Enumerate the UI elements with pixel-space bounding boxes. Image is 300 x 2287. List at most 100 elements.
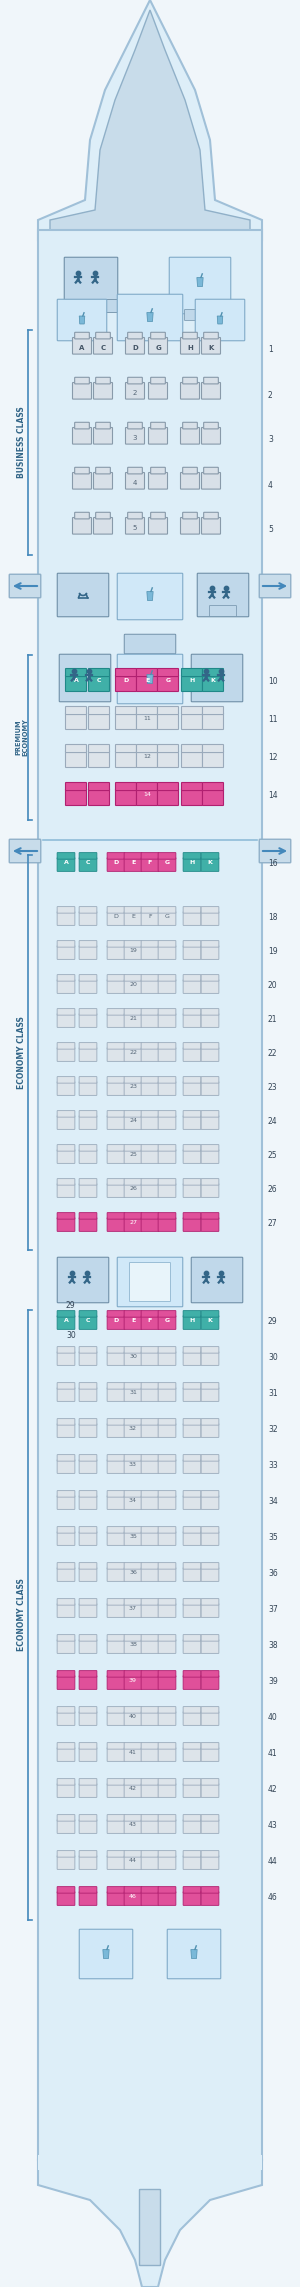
FancyBboxPatch shape bbox=[183, 1562, 201, 1569]
Text: 32: 32 bbox=[268, 1425, 278, 1434]
FancyBboxPatch shape bbox=[79, 858, 97, 871]
FancyBboxPatch shape bbox=[124, 1144, 142, 1150]
FancyBboxPatch shape bbox=[183, 1670, 201, 1676]
FancyBboxPatch shape bbox=[79, 1455, 97, 1461]
FancyBboxPatch shape bbox=[201, 1640, 219, 1654]
FancyBboxPatch shape bbox=[141, 1455, 159, 1461]
FancyBboxPatch shape bbox=[124, 1013, 142, 1027]
Text: 20: 20 bbox=[129, 981, 137, 986]
FancyBboxPatch shape bbox=[183, 906, 201, 913]
FancyBboxPatch shape bbox=[158, 1077, 176, 1084]
FancyBboxPatch shape bbox=[201, 1384, 219, 1388]
FancyBboxPatch shape bbox=[201, 1784, 219, 1798]
Text: C: C bbox=[100, 345, 106, 350]
FancyBboxPatch shape bbox=[128, 423, 142, 430]
FancyBboxPatch shape bbox=[201, 1178, 219, 1185]
FancyBboxPatch shape bbox=[201, 1217, 219, 1230]
FancyBboxPatch shape bbox=[183, 1144, 201, 1150]
FancyBboxPatch shape bbox=[158, 853, 176, 860]
FancyBboxPatch shape bbox=[107, 1640, 125, 1654]
FancyBboxPatch shape bbox=[202, 517, 220, 535]
FancyBboxPatch shape bbox=[79, 906, 97, 913]
Text: A: A bbox=[64, 860, 68, 864]
FancyBboxPatch shape bbox=[181, 517, 200, 535]
FancyBboxPatch shape bbox=[65, 714, 86, 730]
FancyBboxPatch shape bbox=[96, 423, 110, 430]
FancyBboxPatch shape bbox=[64, 256, 118, 302]
FancyBboxPatch shape bbox=[141, 1850, 159, 1857]
FancyBboxPatch shape bbox=[124, 1855, 142, 1868]
FancyBboxPatch shape bbox=[183, 1891, 201, 1905]
FancyBboxPatch shape bbox=[141, 1528, 159, 1532]
FancyBboxPatch shape bbox=[158, 1384, 176, 1388]
Polygon shape bbox=[50, 9, 250, 238]
FancyBboxPatch shape bbox=[183, 467, 197, 473]
FancyBboxPatch shape bbox=[201, 1043, 219, 1050]
FancyBboxPatch shape bbox=[73, 428, 92, 444]
Text: 37: 37 bbox=[129, 1605, 137, 1610]
Text: A: A bbox=[79, 345, 85, 350]
FancyBboxPatch shape bbox=[57, 1150, 75, 1164]
FancyBboxPatch shape bbox=[158, 1425, 176, 1436]
Text: 24: 24 bbox=[268, 1118, 278, 1127]
Text: F: F bbox=[148, 860, 152, 864]
FancyBboxPatch shape bbox=[96, 467, 110, 473]
FancyBboxPatch shape bbox=[107, 1850, 125, 1857]
FancyBboxPatch shape bbox=[201, 1887, 219, 1894]
FancyBboxPatch shape bbox=[141, 1178, 159, 1185]
FancyBboxPatch shape bbox=[124, 858, 142, 871]
FancyBboxPatch shape bbox=[124, 1111, 142, 1116]
FancyBboxPatch shape bbox=[201, 1455, 219, 1461]
Text: 19: 19 bbox=[268, 947, 278, 956]
Text: 26: 26 bbox=[129, 1185, 137, 1192]
FancyBboxPatch shape bbox=[75, 512, 89, 519]
FancyBboxPatch shape bbox=[148, 473, 167, 489]
FancyBboxPatch shape bbox=[79, 1013, 97, 1027]
FancyBboxPatch shape bbox=[9, 839, 41, 862]
FancyBboxPatch shape bbox=[107, 1144, 125, 1150]
FancyBboxPatch shape bbox=[183, 1425, 201, 1436]
Text: 40: 40 bbox=[268, 1713, 278, 1722]
FancyBboxPatch shape bbox=[201, 1009, 219, 1015]
Text: C: C bbox=[97, 677, 101, 682]
FancyBboxPatch shape bbox=[158, 668, 178, 677]
FancyBboxPatch shape bbox=[141, 1820, 159, 1834]
FancyBboxPatch shape bbox=[57, 1640, 75, 1654]
FancyBboxPatch shape bbox=[79, 1784, 97, 1798]
Text: 39: 39 bbox=[129, 1676, 137, 1683]
FancyBboxPatch shape bbox=[141, 1784, 159, 1798]
FancyBboxPatch shape bbox=[57, 1887, 75, 1894]
Text: 43: 43 bbox=[268, 1820, 278, 1830]
FancyBboxPatch shape bbox=[107, 853, 125, 860]
FancyBboxPatch shape bbox=[116, 668, 136, 677]
Text: A: A bbox=[64, 1317, 68, 1322]
FancyBboxPatch shape bbox=[201, 1670, 219, 1676]
FancyBboxPatch shape bbox=[201, 1532, 219, 1546]
FancyBboxPatch shape bbox=[158, 1185, 176, 1198]
Text: 41: 41 bbox=[129, 1750, 137, 1754]
FancyBboxPatch shape bbox=[204, 377, 218, 384]
FancyBboxPatch shape bbox=[167, 1930, 221, 1978]
FancyBboxPatch shape bbox=[79, 1425, 97, 1436]
FancyBboxPatch shape bbox=[181, 382, 200, 400]
FancyBboxPatch shape bbox=[141, 1532, 159, 1546]
FancyBboxPatch shape bbox=[141, 1567, 159, 1580]
FancyBboxPatch shape bbox=[202, 714, 224, 730]
Text: K: K bbox=[211, 677, 215, 682]
FancyBboxPatch shape bbox=[141, 979, 159, 993]
FancyBboxPatch shape bbox=[124, 913, 142, 926]
FancyBboxPatch shape bbox=[141, 906, 159, 913]
FancyBboxPatch shape bbox=[158, 1784, 176, 1798]
FancyBboxPatch shape bbox=[148, 428, 167, 444]
FancyBboxPatch shape bbox=[158, 974, 176, 981]
FancyBboxPatch shape bbox=[201, 1711, 219, 1724]
FancyBboxPatch shape bbox=[107, 1116, 125, 1130]
FancyBboxPatch shape bbox=[107, 1455, 125, 1461]
FancyBboxPatch shape bbox=[201, 1212, 219, 1219]
FancyBboxPatch shape bbox=[79, 1144, 97, 1150]
Text: H: H bbox=[189, 1317, 195, 1322]
FancyBboxPatch shape bbox=[201, 1850, 219, 1857]
FancyBboxPatch shape bbox=[65, 782, 86, 791]
FancyBboxPatch shape bbox=[158, 1532, 176, 1546]
Text: 5: 5 bbox=[268, 526, 273, 535]
